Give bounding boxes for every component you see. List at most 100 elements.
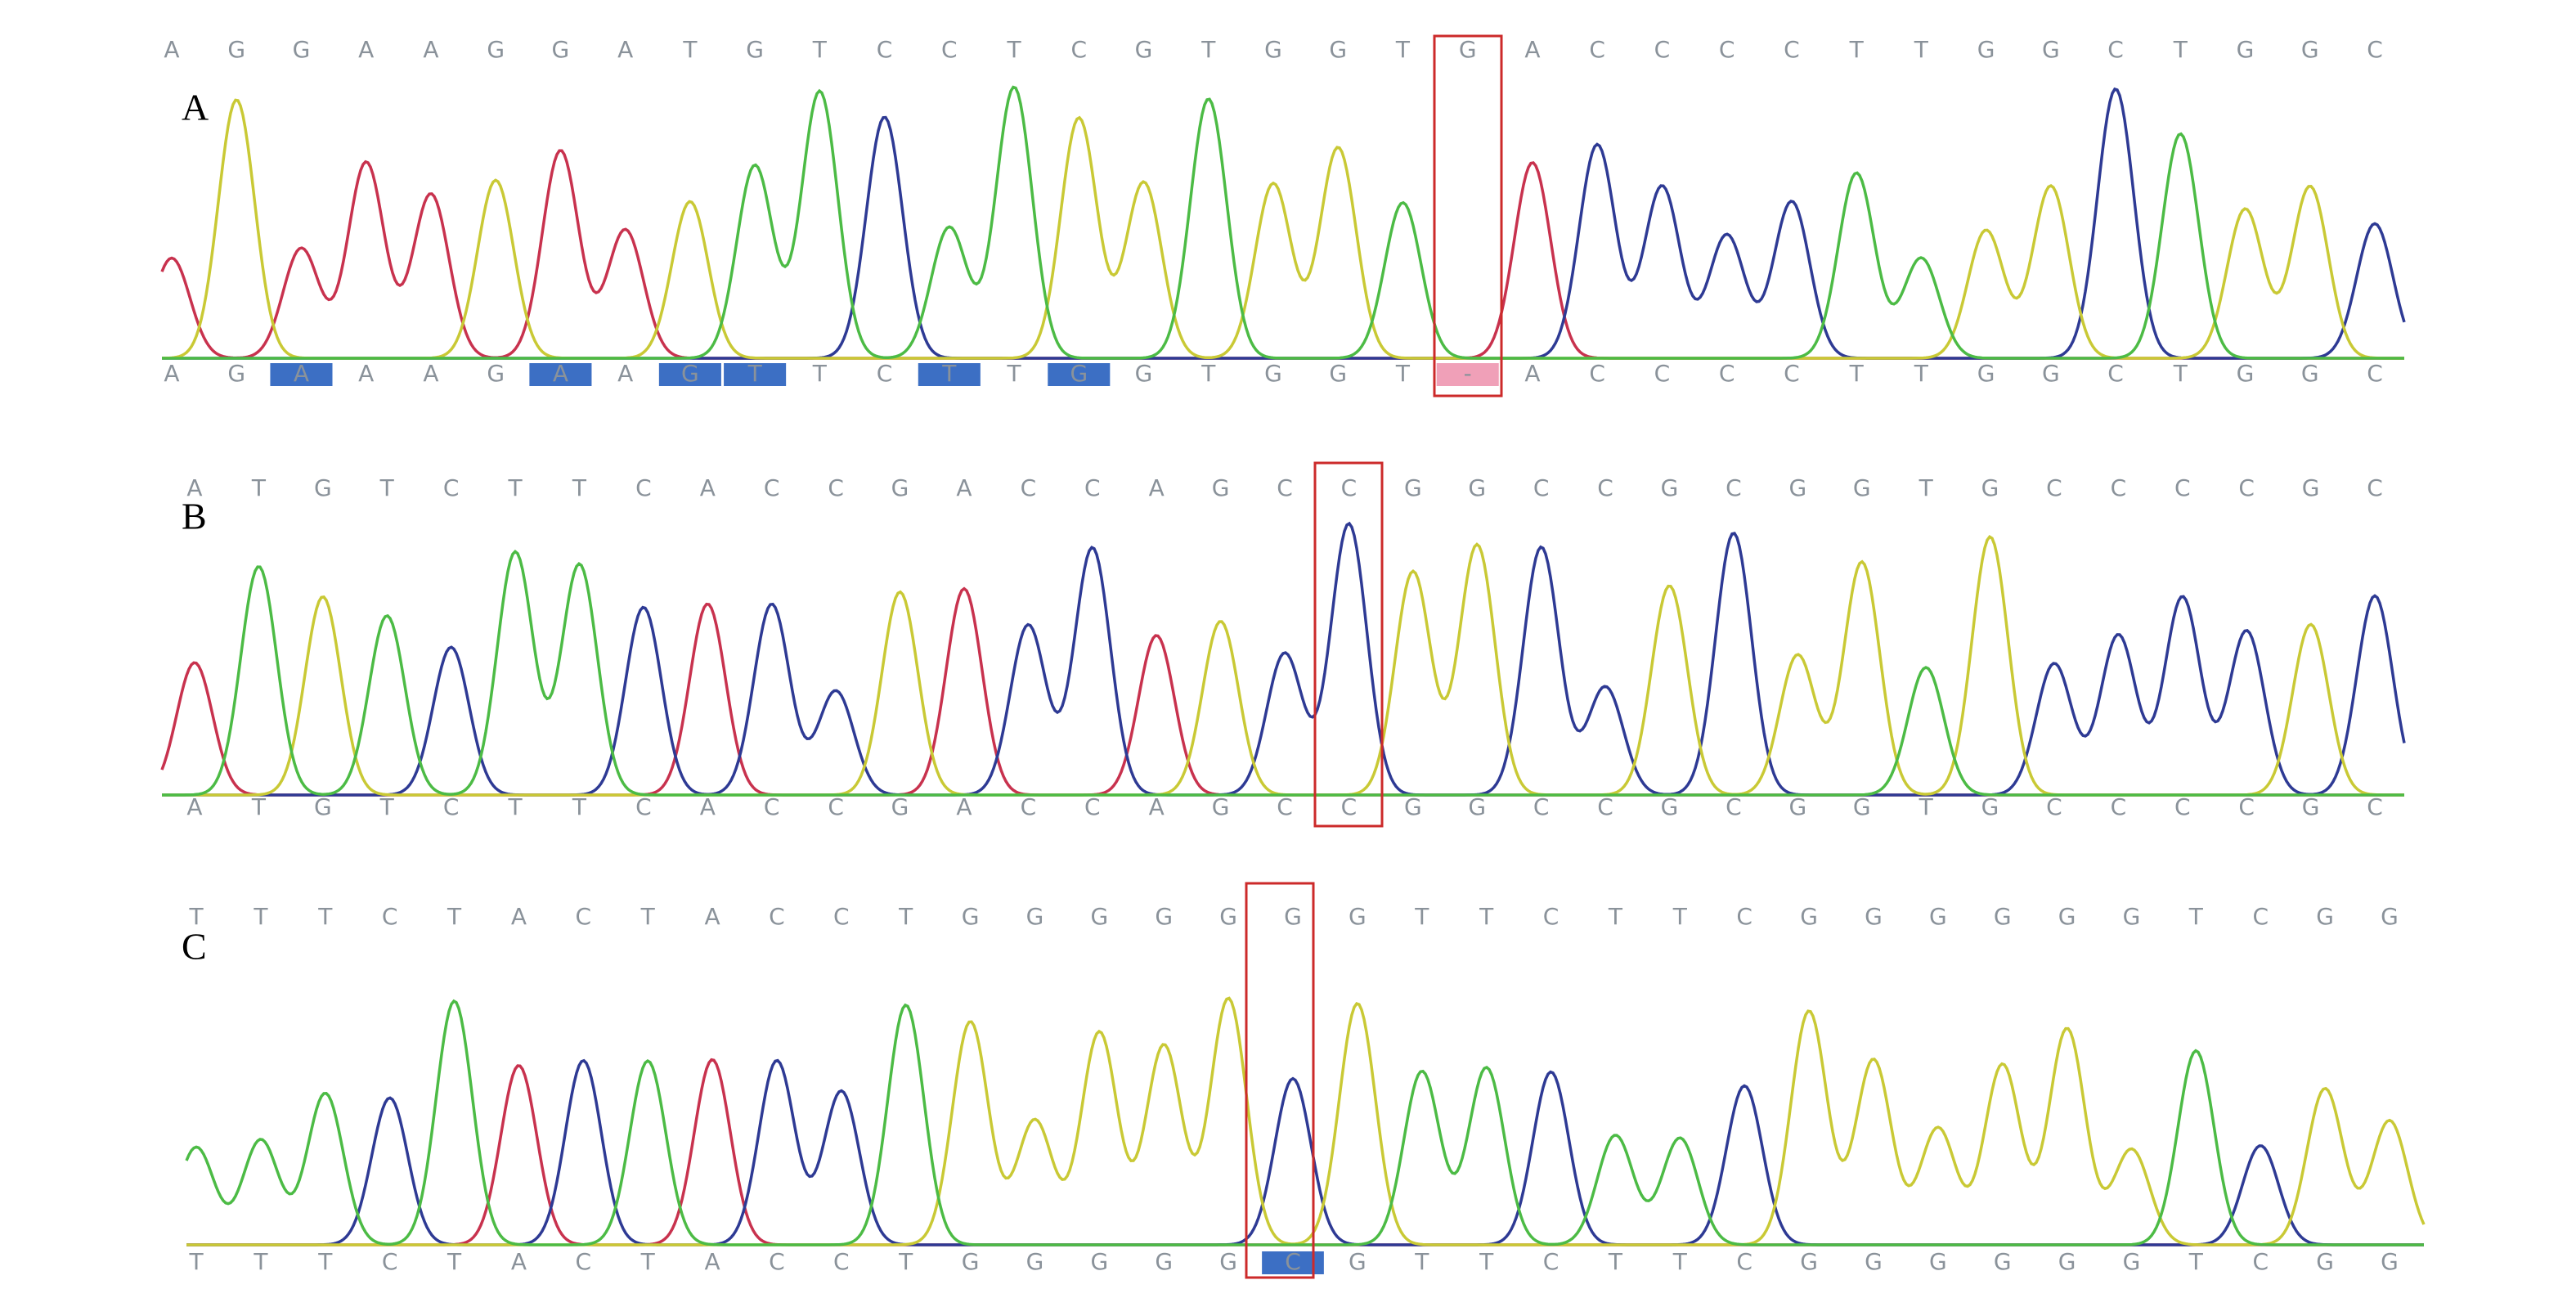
top-base: C [1533, 474, 1550, 501]
bottom-base: G [2042, 360, 2060, 387]
panel-label: B [182, 496, 207, 537]
top-base: T [1672, 903, 1688, 930]
base-highlight [1048, 363, 1111, 386]
top-base: G [1349, 903, 1367, 930]
bottom-base: A [294, 360, 309, 387]
trace [162, 521, 2406, 797]
bottom-base: C [2238, 793, 2255, 820]
top-base: G [487, 36, 505, 63]
bottom-base: C [382, 1248, 398, 1275]
top-base: C [576, 903, 592, 930]
bottom-base: C [1719, 360, 1735, 387]
top-base: G [891, 474, 909, 501]
bottom-base: T [2173, 360, 2188, 387]
top-base: A [617, 36, 633, 63]
bottom-base: A [1149, 793, 1165, 820]
top-base: C [1784, 36, 1800, 63]
top-base: C [2174, 474, 2191, 501]
bottom-base: A [511, 1248, 527, 1275]
bottom-base: G [1155, 1248, 1173, 1275]
bottom-base: T [1608, 1248, 1623, 1275]
bottom-base: G [1788, 793, 1806, 820]
bottom-base: A [358, 360, 374, 387]
panel: AA G G A A G G A T G T C C T C G T G G T G A C C C C T T G G C T G G CA G A A… [160, 34, 2406, 397]
bottom-base: T [1479, 1248, 1494, 1275]
top-base: G [1135, 36, 1153, 63]
bottom-base: T [1914, 360, 1929, 387]
top-base: C [764, 474, 780, 501]
top-base: G [1788, 474, 1806, 501]
top-base: C [877, 36, 893, 63]
bottom-base: T [2188, 1248, 2204, 1275]
bottom-base: G [1329, 360, 1347, 387]
bottom-base: A [1524, 360, 1540, 387]
variant-box [1433, 34, 1503, 397]
bottom-base: G [1977, 360, 1995, 387]
panel-label: A [182, 87, 209, 128]
base-highlight [658, 363, 721, 386]
bottom-base: C [443, 793, 460, 820]
bottom-base: G [1070, 360, 1088, 387]
top-base: G [1264, 36, 1282, 63]
top-base: T [640, 903, 656, 930]
top-base: G [1404, 474, 1422, 501]
top-base: G [1212, 474, 1230, 501]
top-base: T [251, 474, 267, 501]
top-base: G [1091, 903, 1109, 930]
top-base: C [1654, 36, 1671, 63]
bottom-base: G [962, 1248, 980, 1275]
top-base: C [2046, 474, 2062, 501]
top-base: T [1919, 474, 1934, 501]
top-base: C [1021, 474, 1037, 501]
top-base: A [423, 36, 438, 63]
bottom-base: A [617, 360, 633, 387]
top-base: G [2301, 36, 2319, 63]
bottom-base: T [251, 793, 267, 820]
bottom-base: C [769, 1248, 785, 1275]
top-base: G [1853, 474, 1871, 501]
bottom-base: T [1007, 360, 1022, 387]
bottom-base: C [828, 793, 844, 820]
bottom-base: G [1026, 1248, 1044, 1275]
top-base: T [379, 474, 395, 501]
top-base: C [2367, 36, 2383, 63]
top-base: G [1329, 36, 1347, 63]
bottom-base: T [640, 1248, 656, 1275]
bottom-base: C [2174, 793, 2191, 820]
trace [186, 996, 2426, 1246]
top-base: C [833, 903, 850, 930]
top-base: G [2058, 903, 2076, 930]
bottom-base: G [2302, 793, 2320, 820]
bottom-base: C [764, 793, 780, 820]
base-highlight [1436, 363, 1499, 386]
top-base: G [2381, 903, 2399, 930]
bottom-base: T [1395, 360, 1411, 387]
bottom-base: G [2058, 1248, 2076, 1275]
trace [162, 87, 2406, 360]
top-base: A [704, 903, 720, 930]
top-base: C [941, 36, 958, 63]
top-base: C [1341, 474, 1358, 501]
top-base: C [2252, 903, 2269, 930]
bottom-base: A [956, 793, 972, 820]
top-base: A [1524, 36, 1540, 63]
top-base: G [293, 36, 311, 63]
bottom-base: T [447, 1248, 462, 1275]
top-base: C [382, 903, 398, 930]
panel: BA T G T C T T C A C C G A C C A G C C G G C C G C G G T G C C C C G CA T G T… [160, 461, 2406, 828]
bottom-base: C [2107, 360, 2124, 387]
bottom-base: T [1919, 793, 1934, 820]
bottom-base: C [1543, 1248, 1560, 1275]
bottom-base: G [1468, 793, 1486, 820]
top-base: C [635, 474, 652, 501]
bottom-base: - [1464, 360, 1472, 387]
top-base: G [2316, 903, 2334, 930]
bottom-base: C [833, 1248, 850, 1275]
bottom-base: T [379, 793, 395, 820]
top-base: T [1395, 36, 1411, 63]
top-base: T [508, 474, 523, 501]
bottom-base: G [1264, 360, 1282, 387]
bottom-base: G [1219, 1248, 1237, 1275]
top-base: G [1661, 474, 1679, 501]
